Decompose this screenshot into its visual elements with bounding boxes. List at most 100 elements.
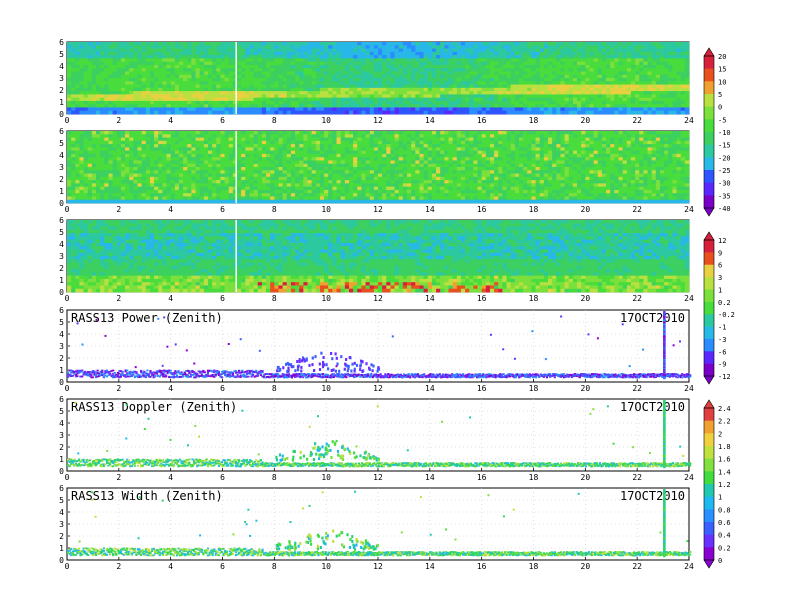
- heatmap-cell: [308, 75, 313, 79]
- heatmap-cell: [262, 85, 267, 89]
- heatmap-cell: [677, 91, 682, 95]
- heatmap-cell: [320, 167, 325, 171]
- heatmap-cell: [125, 62, 130, 66]
- heatmap-cell: [71, 170, 76, 174]
- heatmap-cell: [125, 101, 130, 105]
- heatmap-cell: [196, 94, 201, 98]
- heatmap-cell: [295, 151, 300, 155]
- heatmap-cell: [303, 52, 308, 56]
- heatmap-cell: [121, 138, 126, 142]
- heatmap-cell: [88, 71, 93, 75]
- heatmap-cell: [672, 104, 677, 108]
- heatmap-cell: [345, 42, 350, 46]
- heatmap-cell: [677, 45, 682, 49]
- heatmap-cell: [382, 107, 387, 111]
- heatmap-cell: [100, 75, 105, 79]
- heatmap-cell: [299, 42, 304, 46]
- heatmap-cell: [440, 55, 445, 59]
- heatmap-cell: [196, 55, 201, 59]
- heatmap-cell: [677, 42, 682, 46]
- heatmap-cell: [552, 111, 557, 115]
- heatmap-cell: [179, 164, 184, 168]
- heatmap-cell: [324, 107, 329, 111]
- heatmap-cell: [395, 88, 400, 92]
- heatmap-cell: [556, 81, 561, 85]
- heatmap-cell: [287, 111, 292, 115]
- heatmap-cell: [129, 131, 134, 135]
- heatmap-cell: [332, 68, 337, 72]
- heatmap-cell: [270, 187, 275, 191]
- heatmap-cell: [220, 94, 225, 98]
- heatmap-cell: [519, 91, 524, 95]
- heatmap-cell: [75, 81, 80, 85]
- heatmap-cell: [428, 62, 433, 66]
- heatmap-cell: [154, 138, 159, 142]
- heatmap-cell: [490, 91, 495, 95]
- heatmap-cell: [448, 49, 453, 53]
- heatmap-cell: [150, 45, 155, 49]
- heatmap-cell: [208, 196, 213, 200]
- heatmap-cell: [137, 98, 142, 102]
- heatmap-cell: [183, 65, 188, 69]
- heatmap-cell: [146, 55, 151, 59]
- heatmap-cell: [448, 68, 453, 72]
- heatmap-cell: [299, 94, 304, 98]
- heatmap-cell: [121, 160, 126, 164]
- heatmap-cell: [473, 85, 478, 89]
- heatmap-cell: [241, 138, 246, 142]
- heatmap-cell: [345, 75, 350, 79]
- heatmap-cell: [254, 68, 259, 72]
- heatmap-cell: [370, 111, 375, 115]
- heatmap-cell: [366, 101, 371, 105]
- heatmap-cell: [656, 111, 661, 115]
- heatmap-cell: [320, 180, 325, 184]
- heatmap-cell: [660, 58, 665, 62]
- heatmap-cell: [121, 107, 126, 111]
- heatmap-cell: [258, 144, 263, 148]
- heatmap-cell: [324, 138, 329, 142]
- heatmap-cell: [324, 75, 329, 79]
- heatmap-cell: [482, 85, 487, 89]
- heatmap-cell: [108, 151, 113, 155]
- heatmap-cell: [266, 190, 271, 194]
- heatmap-cell: [79, 187, 84, 191]
- heatmap-cell: [216, 55, 221, 59]
- heatmap-cell: [548, 104, 553, 108]
- heatmap-cell: [220, 154, 225, 158]
- heatmap-cell: [208, 71, 213, 75]
- heatmap-cell: [191, 154, 196, 158]
- heatmap-cell: [299, 147, 304, 151]
- heatmap-cell: [428, 65, 433, 69]
- heatmap-cell: [672, 62, 677, 66]
- heatmap-cell: [473, 91, 478, 95]
- heatmap-cell: [635, 71, 640, 75]
- colorbar-segment: [704, 170, 714, 183]
- heatmap-cell: [133, 144, 138, 148]
- heatmap-cell: [196, 154, 201, 158]
- heatmap-cell: [424, 55, 429, 59]
- heatmap-cell: [672, 49, 677, 53]
- heatmap-cell: [548, 111, 553, 115]
- heatmap-cell: [133, 94, 138, 98]
- heatmap-cell: [229, 177, 234, 181]
- heatmap-cell: [249, 88, 254, 92]
- heatmap-cell: [436, 94, 441, 98]
- heatmap-cell: [67, 144, 72, 148]
- heatmap-cell: [266, 193, 271, 197]
- heatmap-cell: [295, 138, 300, 142]
- heatmap-cell: [258, 71, 263, 75]
- heatmap-cell: [573, 94, 578, 98]
- heatmap-cell: [121, 134, 126, 138]
- heatmap-cell: [167, 55, 172, 59]
- heatmap-cell: [594, 88, 599, 92]
- heatmap-cell: [154, 88, 159, 92]
- heatmap-cell: [96, 190, 101, 194]
- heatmap-cell: [308, 49, 313, 53]
- heatmap-cell: [229, 138, 234, 142]
- heatmap-cell: [220, 55, 225, 59]
- heatmap-cell: [287, 55, 292, 59]
- heatmap-cell: [79, 183, 84, 187]
- heatmap-cell: [133, 154, 138, 158]
- heatmap-cell: [519, 81, 524, 85]
- heatmap-cell: [614, 94, 619, 98]
